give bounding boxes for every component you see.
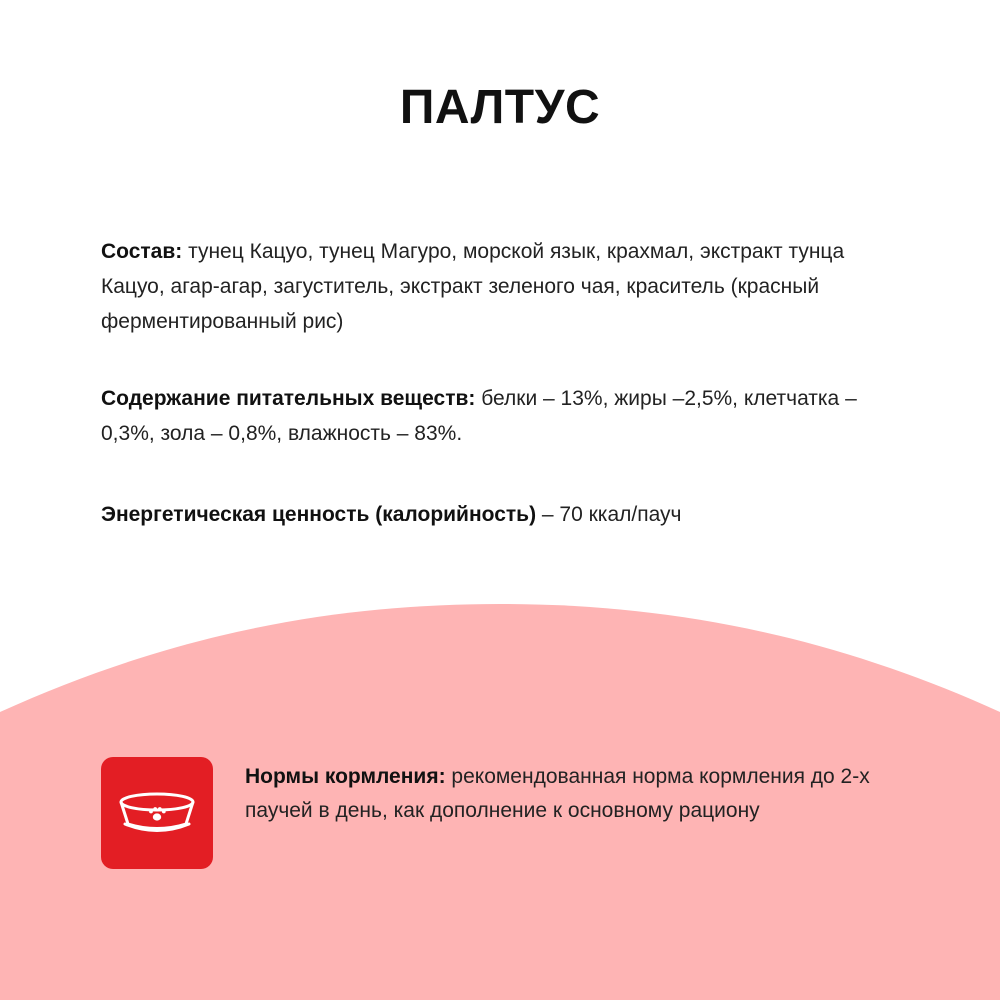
energy-text: – 70 ккал/пауч — [536, 503, 682, 526]
nutrients-label: Содержание питательных веществ: — [101, 387, 476, 410]
composition-text: тунец Кацуо, тунец Магуро, морской язык,… — [101, 240, 845, 333]
page-title: ПАЛТУС — [399, 81, 601, 134]
feeding-paragraph: Нормы кормления: рекомендованная норма к… — [245, 760, 925, 828]
energy-paragraph: Энергетическая ценность (калорийность) –… — [101, 497, 901, 532]
energy-label: Энергетическая ценность (калорийность) — [101, 503, 537, 526]
composition-label: Состав: — [101, 240, 183, 263]
feeding-text: рекомендованная норма кормления до 2-х п… — [245, 765, 870, 822]
nutrients-paragraph: Содержание питательных веществ: белки – … — [101, 381, 901, 451]
composition-paragraph: Состав: тунец Кацуо, тунец Магуро, морск… — [101, 234, 901, 339]
feeding-label: Нормы кормления: — [245, 765, 446, 788]
pet-bowl-icon — [101, 757, 213, 869]
nutrients-text: белки – 13%, жиры –2,5%, клетчатка – 0,3… — [101, 387, 857, 445]
